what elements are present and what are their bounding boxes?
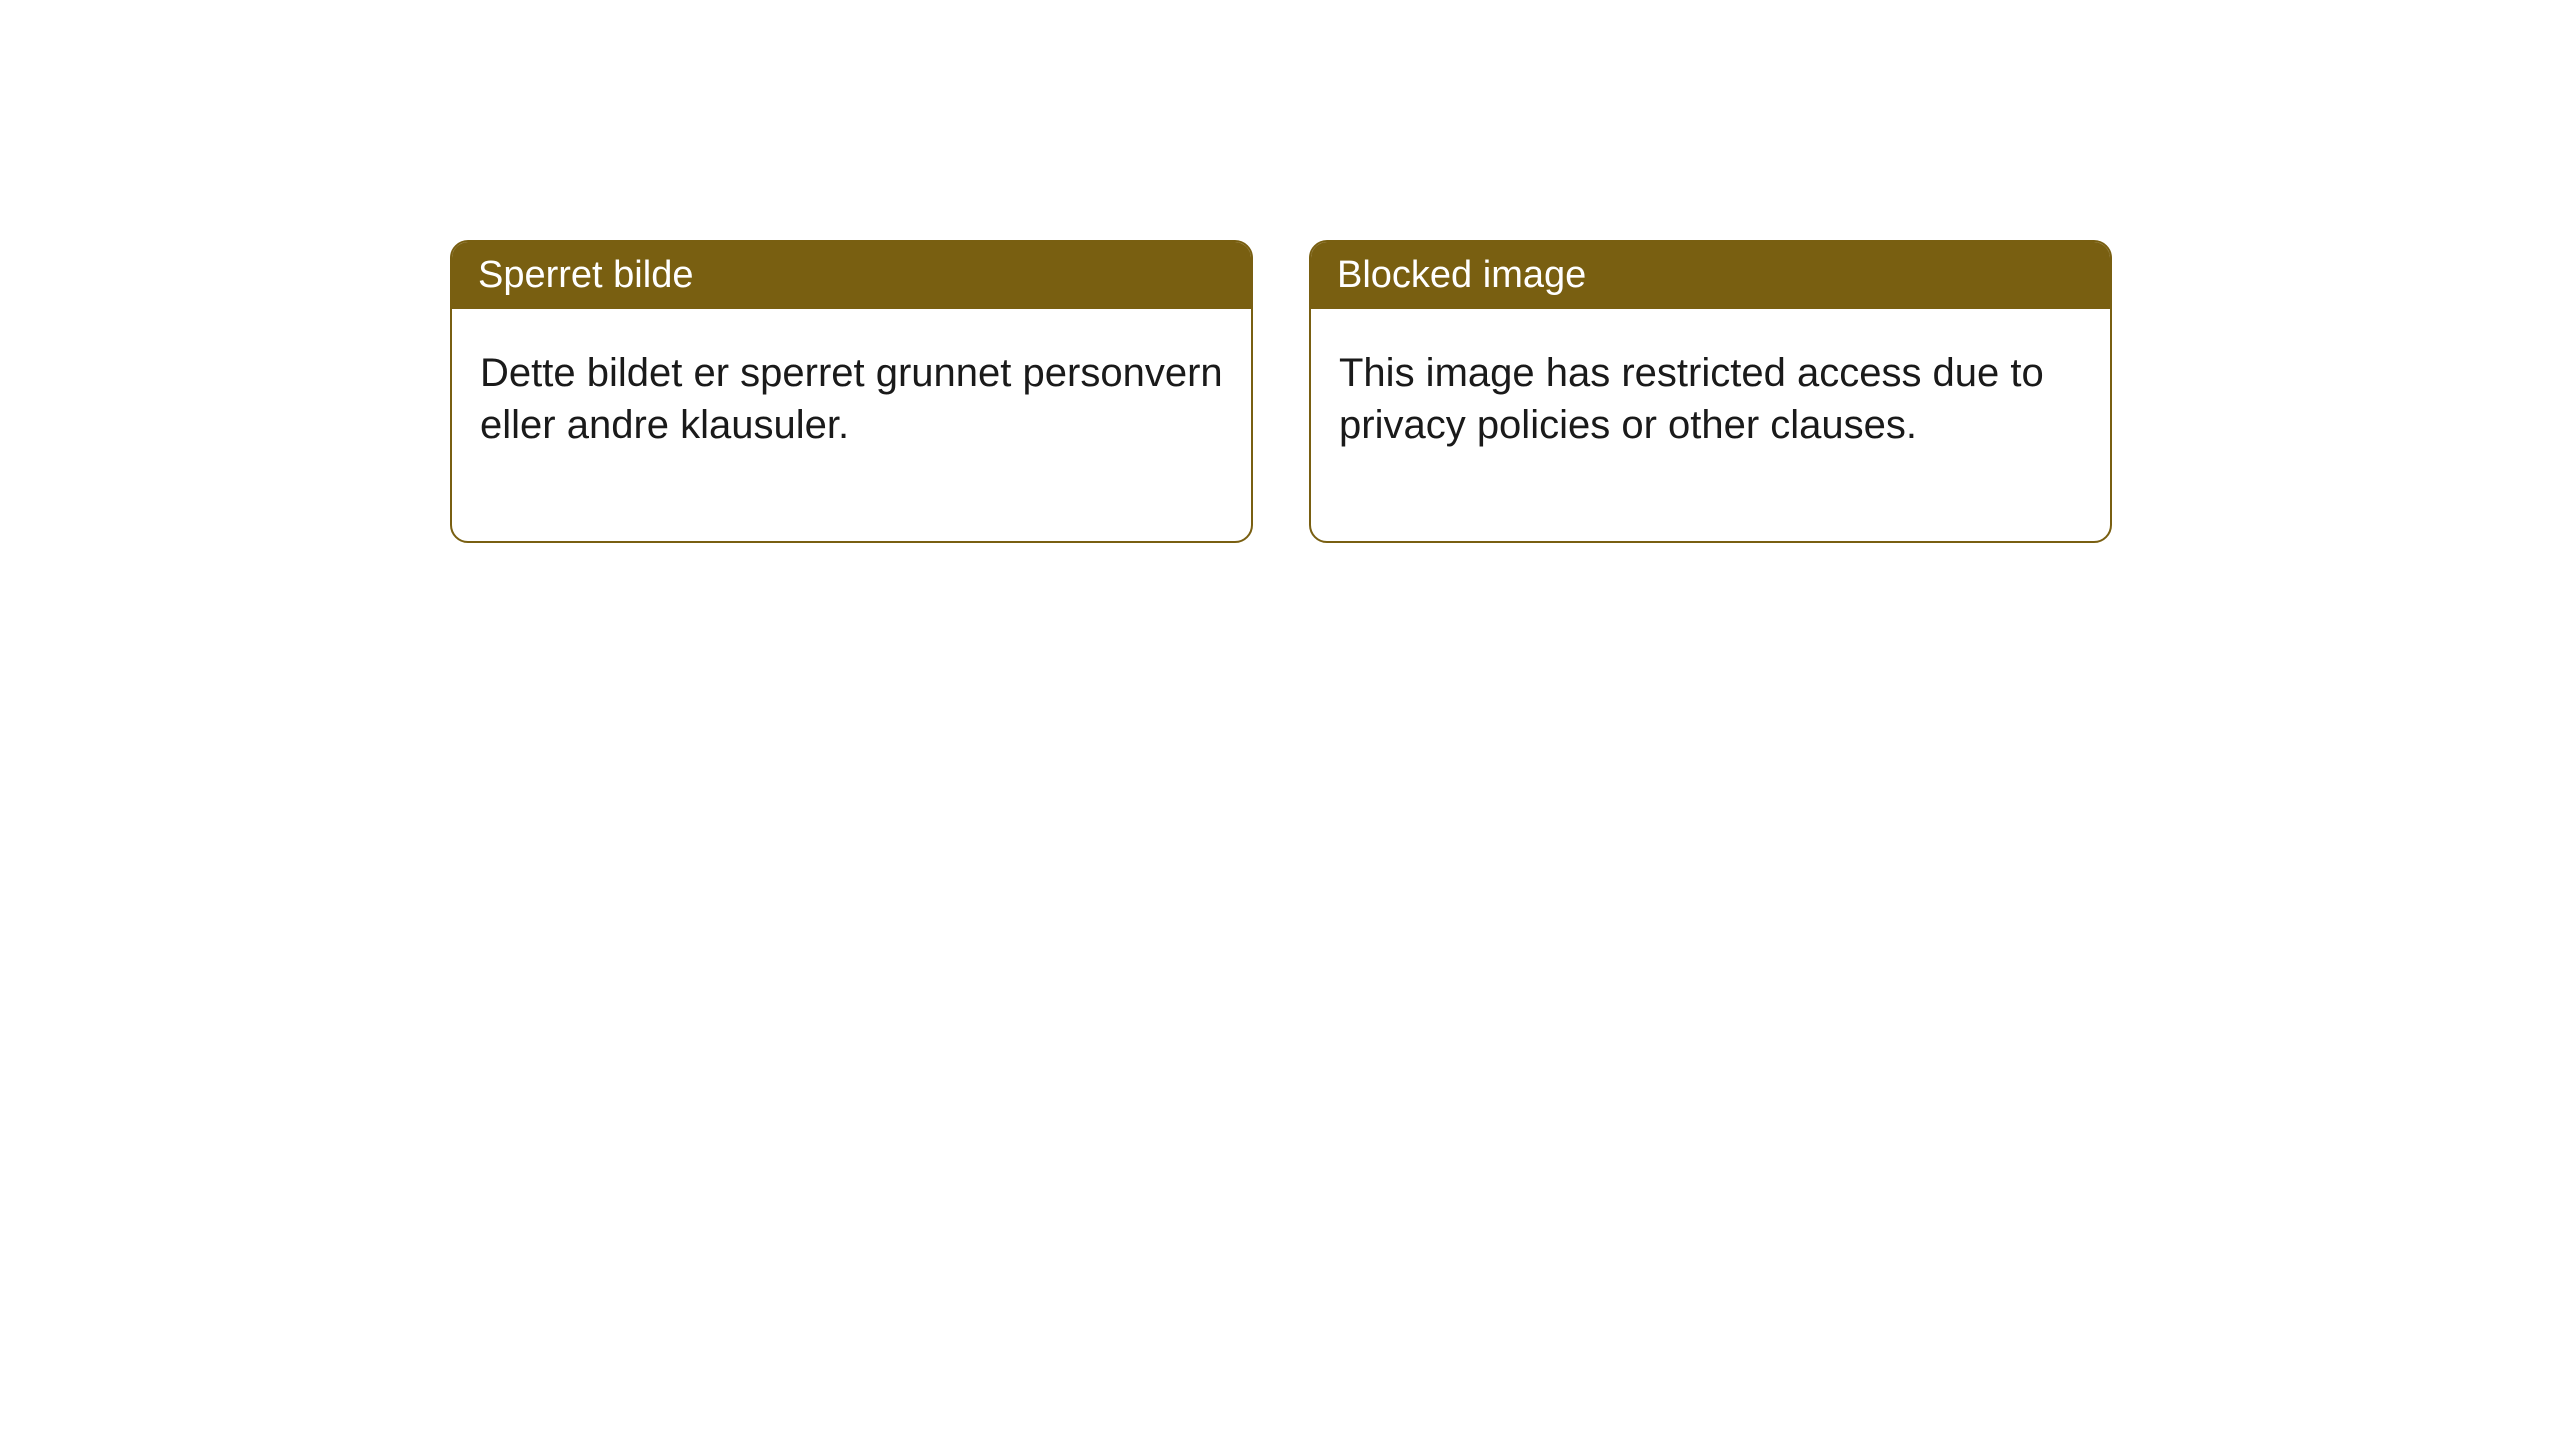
- card-title: Blocked image: [1311, 242, 2110, 309]
- blocked-image-card-en: Blocked image This image has restricted …: [1309, 240, 2112, 543]
- card-body-text: This image has restricted access due to …: [1311, 309, 2110, 541]
- card-body-text: Dette bildet er sperret grunnet personve…: [452, 309, 1251, 541]
- card-title: Sperret bilde: [452, 242, 1251, 309]
- notice-cards-row: Sperret bilde Dette bildet er sperret gr…: [450, 240, 2112, 543]
- blocked-image-card-no: Sperret bilde Dette bildet er sperret gr…: [450, 240, 1253, 543]
